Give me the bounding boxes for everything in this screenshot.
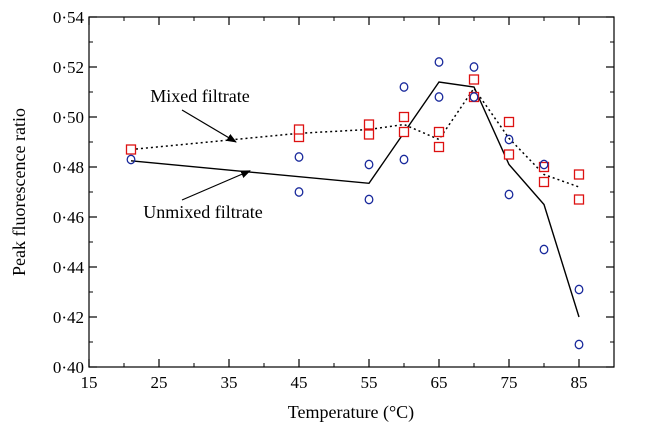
unmixed-filtrate-point <box>364 194 374 205</box>
y-tick-label: 0·46 <box>53 208 84 227</box>
x-tick-label: 85 <box>571 373 588 392</box>
mixed-filtrate-point <box>503 149 515 160</box>
annotations: Mixed filtrate Unmixed filtrate <box>143 86 262 222</box>
mixed-filtrate-point <box>398 126 410 138</box>
mixed-filtrate-point <box>468 74 480 85</box>
y-tick-label: 0·54 <box>53 8 85 27</box>
mixed-filtrate-point <box>538 176 550 188</box>
unmixed-filtrate-point <box>539 244 549 255</box>
unmixed-filtrate-point <box>364 159 374 170</box>
unmixed-filtrate-label: Unmixed filtrate <box>143 202 262 222</box>
x-tick-label: 35 <box>221 373 238 392</box>
unmixed-filtrate-point <box>469 92 479 102</box>
mixed-filtrate-arrow <box>181 109 237 143</box>
unmixed-filtrate-point <box>294 152 304 162</box>
mixed-filtrate-point <box>573 169 585 180</box>
x-axis-ticks: 15 25 35 45 55 65 75 85 <box>81 17 588 392</box>
mixed-filtrate-point <box>573 194 585 205</box>
series-points <box>125 57 585 350</box>
series-lines <box>130 81 580 318</box>
mixed-filtrate-point <box>433 141 445 153</box>
x-tick-label: 15 <box>81 373 98 392</box>
unmixed-filtrate-point <box>574 284 584 295</box>
unmixed-filtrate-point <box>294 187 304 197</box>
unmixed-filtrate-point <box>126 154 136 165</box>
plot-frame <box>88 16 615 368</box>
mixed-filtrate-point <box>538 161 550 173</box>
mixed-filtrate-point <box>398 111 410 123</box>
x-tick-label: 25 <box>151 373 168 392</box>
unmixed-filtrate-line <box>130 81 580 318</box>
mixed-filtrate-point <box>363 129 375 140</box>
y-tick-label: 0·40 <box>53 358 84 377</box>
unmixed-filtrate-point <box>399 82 409 92</box>
x-tick-label: 55 <box>361 373 378 392</box>
mixed-filtrate-point <box>433 126 445 138</box>
x-tick-label: 45 <box>291 373 308 392</box>
mixed-filtrate-label: Mixed filtrate <box>150 86 249 106</box>
unmixed-filtrate-point <box>434 57 444 67</box>
mixed-filtrate-point <box>293 124 305 135</box>
mixed-filtrate-point <box>503 116 515 128</box>
mixed-filtrate-point <box>125 144 137 155</box>
y-tick-label: 0·42 <box>53 308 84 327</box>
y-tick-label: 0·50 <box>53 108 84 127</box>
x-tick-label: 75 <box>501 373 518 392</box>
unmixed-filtrate-point <box>434 92 444 102</box>
unmixed-filtrate-point <box>399 154 409 165</box>
y-axis-ticks: 0·40 0·42 0·44 0·46 0·48 0·50 0·52 0·54 <box>53 8 614 377</box>
unmixed-filtrate-point <box>504 134 514 145</box>
mixed-filtrate-point <box>363 119 375 130</box>
y-axis-label: Peak fluorescence ratio <box>9 108 29 276</box>
y-tick-label: 0·48 <box>53 158 84 177</box>
y-tick-label: 0·44 <box>53 258 85 277</box>
unmixed-filtrate-point <box>469 62 479 72</box>
x-tick-label: 65 <box>431 373 448 392</box>
y-tick-label: 0·52 <box>53 58 84 77</box>
x-axis-label: Temperature (°C) <box>288 402 414 423</box>
unmixed-filtrate-point <box>574 339 584 350</box>
unmixed-filtrate-point <box>539 159 549 170</box>
unmixed-filtrate-arrow <box>181 170 251 201</box>
unmixed-filtrate-point <box>504 189 514 200</box>
